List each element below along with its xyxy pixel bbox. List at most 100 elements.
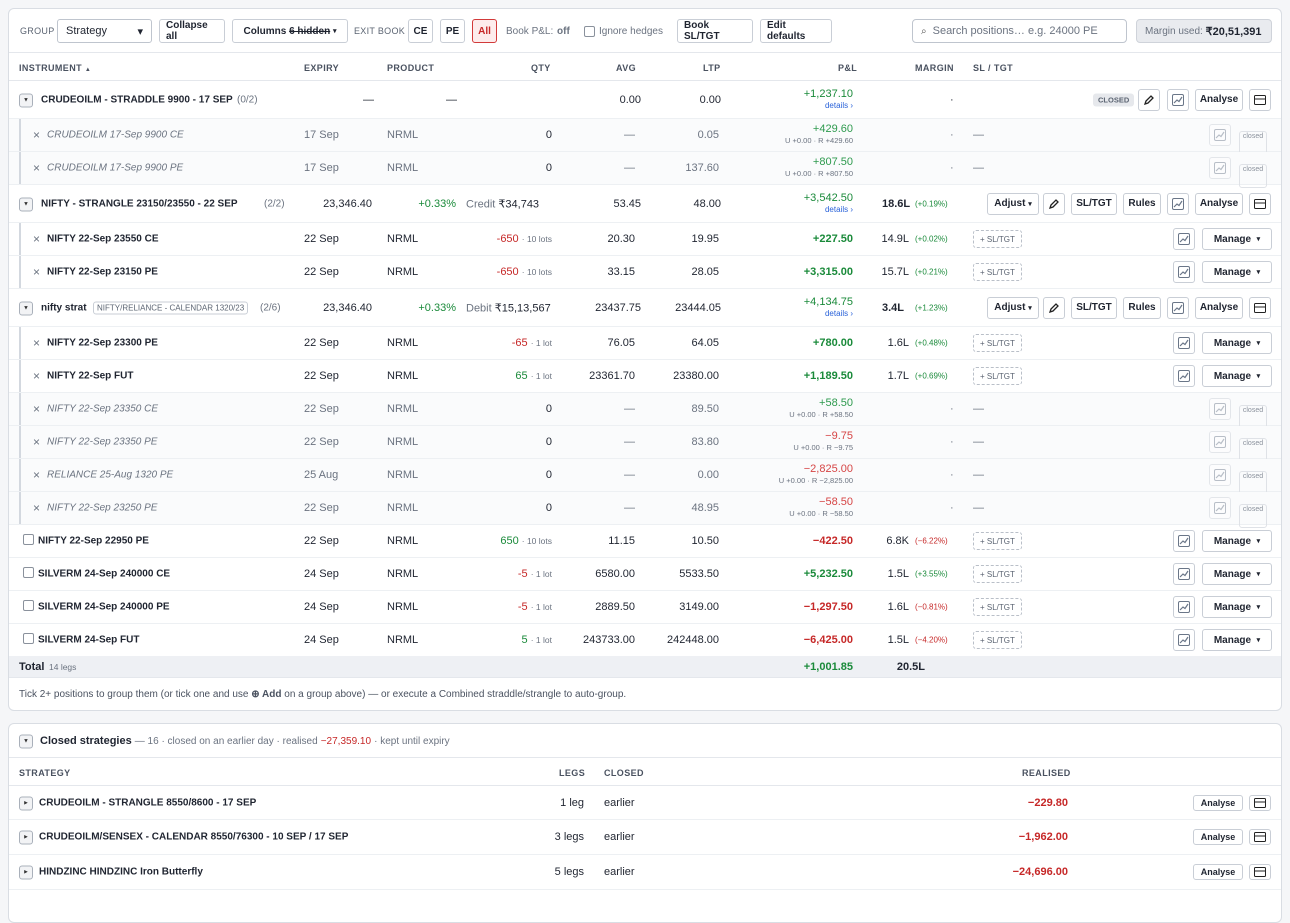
- select-position-checkbox[interactable]: [23, 633, 34, 647]
- position-chart-button[interactable]: [1173, 365, 1195, 387]
- manage-button[interactable]: Manage ▾: [1202, 530, 1272, 552]
- header-qty[interactable]: QTY: [531, 63, 551, 73]
- header-pnl[interactable]: P&L: [838, 63, 858, 73]
- remove-leg-icon[interactable]: ×: [33, 161, 41, 175]
- closed-analyse-button[interactable]: Analyse: [1193, 829, 1243, 845]
- remove-leg-icon[interactable]: ×: [33, 369, 41, 383]
- position-chart-button[interactable]: [1173, 629, 1195, 651]
- position-chart-button[interactable]: [1209, 464, 1231, 486]
- closed-panel-button[interactable]: [1249, 864, 1271, 880]
- group-details-link[interactable]: details ›: [824, 308, 853, 318]
- adjust-button[interactable]: Adjust ▾: [987, 296, 1039, 319]
- header-instrument[interactable]: INSTRUMENT ▲: [19, 63, 91, 73]
- group-panel-button[interactable]: [1249, 296, 1271, 319]
- manage-button[interactable]: Manage ▾: [1202, 365, 1272, 387]
- group-expand-toggle[interactable]: ▼: [19, 300, 33, 315]
- add-sltgt-button[interactable]: + SL/TGT: [973, 334, 1022, 352]
- closed-row-expand-toggle[interactable]: ►: [19, 865, 33, 880]
- closed-strategy-name[interactable]: CRUDEOILM/SENSEX - CALENDAR 8550/76300 -…: [39, 831, 349, 843]
- position-name[interactable]: NIFTY 22-Sep 22950 PE: [38, 535, 149, 547]
- add-sltgt-button[interactable]: + SL/TGT: [973, 565, 1022, 583]
- select-position-checkbox[interactable]: [23, 567, 34, 581]
- group-sltgt-button[interactable]: SL/TGT: [1071, 296, 1117, 319]
- closed-strategy-name[interactable]: HINDZINC HINDZINC Iron Butterfly: [39, 866, 203, 878]
- remove-leg-icon[interactable]: ×: [33, 128, 41, 142]
- columns-button[interactable]: Columns 6 hidden ▾: [232, 19, 348, 43]
- group-name[interactable]: CRUDEOILM - STRADDLE 9900 - 17 SEP: [41, 94, 233, 105]
- closed-strategies-toggle[interactable]: ▼: [19, 733, 33, 748]
- group-name[interactable]: nifty strat: [41, 302, 87, 313]
- position-chart-button[interactable]: [1173, 332, 1195, 354]
- position-name[interactable]: NIFTY 22-Sep FUT: [47, 370, 134, 382]
- ignore-hedges-checkbox[interactable]: [584, 19, 595, 43]
- closed-analyse-button[interactable]: Analyse: [1193, 864, 1243, 880]
- group-details-link[interactable]: details ›: [824, 100, 853, 110]
- group-panel-button[interactable]: [1249, 88, 1271, 111]
- book-sltgt-button[interactable]: Book SL/TGT: [677, 19, 753, 43]
- remove-leg-icon[interactable]: ×: [33, 402, 41, 416]
- position-chart-button[interactable]: [1209, 431, 1231, 453]
- group-select[interactable]: Strategy ▾: [57, 19, 152, 43]
- remove-leg-icon[interactable]: ×: [33, 265, 41, 279]
- closed-row-expand-toggle[interactable]: ►: [19, 795, 33, 810]
- analyse-button[interactable]: Analyse: [1195, 88, 1243, 111]
- exit-ce-button[interactable]: CE: [408, 19, 433, 43]
- position-chart-button[interactable]: [1173, 563, 1195, 585]
- analyse-button[interactable]: Analyse: [1195, 296, 1243, 319]
- group-chart-button[interactable]: [1167, 296, 1189, 319]
- remove-leg-icon[interactable]: ×: [33, 232, 41, 246]
- collapse-all-button[interactable]: Collapse all: [159, 19, 225, 43]
- header-avg[interactable]: AVG: [616, 63, 637, 73]
- group-chart-button[interactable]: [1167, 88, 1189, 111]
- header-expiry[interactable]: EXPIRY: [304, 63, 340, 73]
- position-chart-button[interactable]: [1173, 228, 1195, 250]
- closed-row-expand-toggle[interactable]: ►: [19, 830, 33, 845]
- add-sltgt-button[interactable]: + SL/TGT: [973, 631, 1022, 649]
- analyse-button[interactable]: Analyse: [1195, 192, 1243, 215]
- manage-button[interactable]: Manage ▾: [1202, 629, 1272, 651]
- position-chart-button[interactable]: [1173, 530, 1195, 552]
- footer-add-link[interactable]: ⊕ Add: [251, 689, 282, 700]
- group-chart-button[interactable]: [1167, 192, 1189, 215]
- header-margin[interactable]: MARGIN: [915, 63, 954, 73]
- group-panel-button[interactable]: [1249, 192, 1271, 215]
- edit-group-button[interactable]: [1043, 296, 1065, 319]
- position-name[interactable]: NIFTY 22-Sep 23150 PE: [47, 266, 158, 278]
- manage-button[interactable]: Manage ▾: [1202, 596, 1272, 618]
- exit-all-button[interactable]: All: [472, 19, 497, 43]
- position-name[interactable]: SILVERM 24-Sep 240000 PE: [38, 601, 170, 613]
- position-chart-button[interactable]: [1173, 596, 1195, 618]
- position-name[interactable]: SILVERM 24-Sep FUT: [38, 634, 140, 646]
- manage-button[interactable]: Manage ▾: [1202, 332, 1272, 354]
- exit-pe-button[interactable]: PE: [440, 19, 465, 43]
- select-position-checkbox[interactable]: [23, 534, 34, 548]
- position-chart-button[interactable]: [1209, 157, 1231, 179]
- closed-panel-button[interactable]: [1249, 794, 1271, 811]
- group-expand-toggle[interactable]: ▼: [19, 196, 33, 211]
- select-position-checkbox[interactable]: [23, 600, 34, 614]
- adjust-button[interactable]: Adjust ▾: [987, 192, 1039, 215]
- group-expand-toggle[interactable]: ▼: [19, 92, 33, 107]
- add-sltgt-button[interactable]: + SL/TGT: [973, 367, 1022, 385]
- position-name[interactable]: SILVERM 24-Sep 240000 CE: [38, 568, 171, 580]
- position-chart-button[interactable]: [1173, 261, 1195, 283]
- group-details-link[interactable]: details ›: [824, 204, 853, 214]
- position-name[interactable]: NIFTY 22-Sep 23300 PE: [47, 337, 158, 349]
- remove-leg-icon[interactable]: ×: [33, 501, 41, 515]
- book-pnl-toggle[interactable]: off: [557, 25, 570, 37]
- remove-leg-icon[interactable]: ×: [33, 468, 41, 482]
- search-box[interactable]: ⌕ Search positions… e.g. 24000 PE: [912, 19, 1127, 43]
- add-sltgt-button[interactable]: + SL/TGT: [973, 532, 1022, 550]
- group-name[interactable]: NIFTY - STRANGLE 23150/23550 - 22 SEP: [41, 198, 238, 209]
- position-name[interactable]: NIFTY 22-Sep 23550 CE: [47, 233, 159, 245]
- manage-button[interactable]: Manage ▾: [1202, 228, 1272, 250]
- position-chart-button[interactable]: [1209, 497, 1231, 519]
- position-chart-button[interactable]: [1209, 398, 1231, 420]
- closed-analyse-button[interactable]: Analyse: [1193, 794, 1243, 811]
- manage-button[interactable]: Manage ▾: [1202, 563, 1272, 585]
- rules-button[interactable]: Rules: [1123, 296, 1161, 319]
- group-sltgt-button[interactable]: SL/TGT: [1071, 192, 1117, 215]
- rules-button[interactable]: Rules: [1123, 192, 1161, 215]
- closed-strategy-name[interactable]: CRUDEOILM - STRANGLE 8550/8600 - 17 SEP: [39, 797, 257, 808]
- edit-defaults-button[interactable]: Edit defaults: [760, 19, 832, 43]
